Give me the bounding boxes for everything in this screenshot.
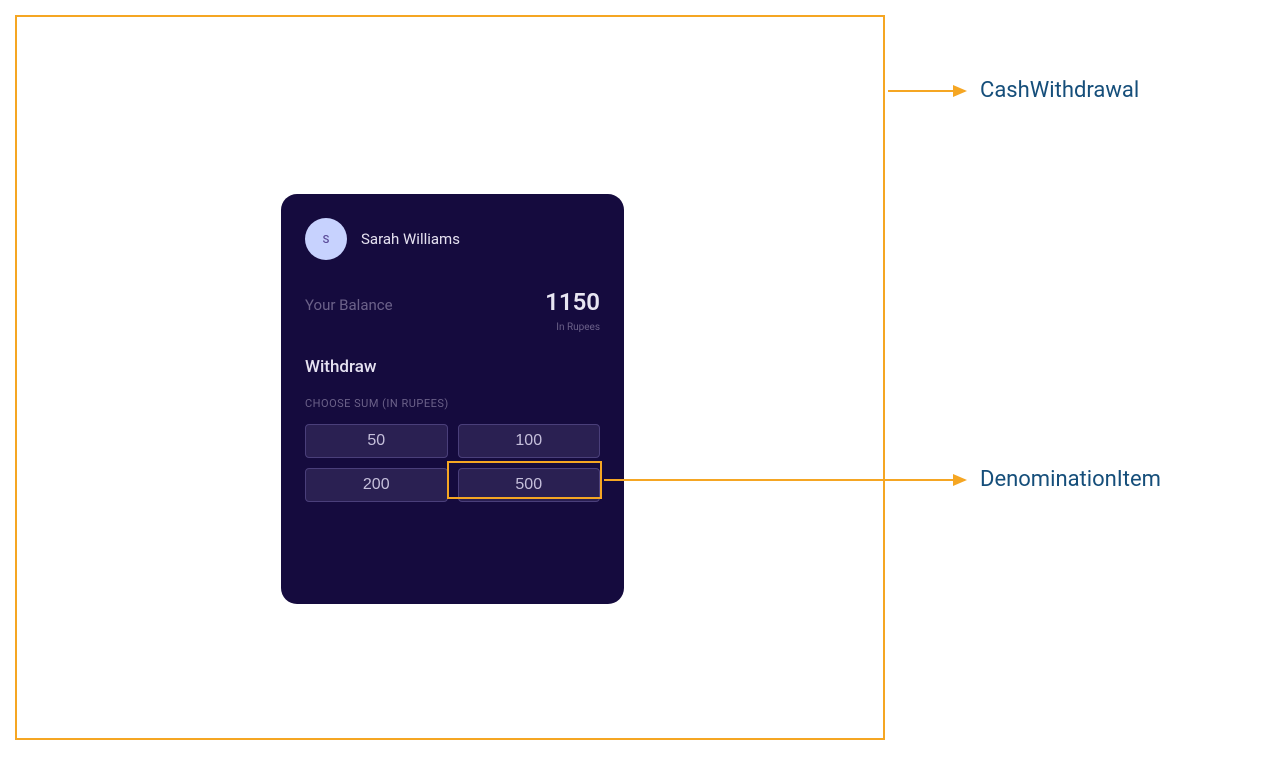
choose-sum-label: CHOOSE SUM (IN RUPEES)	[305, 397, 600, 410]
cash-withdrawal-card: S Sarah Williams Your Balance 1150 In Ru…	[281, 194, 624, 604]
denominations-grid: 50 100 200 500	[305, 424, 600, 502]
withdraw-heading: Withdraw	[305, 357, 600, 377]
user-row: S Sarah Williams	[305, 218, 600, 260]
balance-label: Your Balance	[305, 296, 393, 314]
annotation-cash-withdrawal: CashWithdrawal	[980, 78, 1139, 103]
denomination-item-500[interactable]: 500	[458, 468, 601, 502]
cash-withdrawal-frame: S Sarah Williams Your Balance 1150 In Ru…	[15, 15, 885, 740]
denomination-item-100[interactable]: 100	[458, 424, 601, 458]
avatar: S	[305, 218, 347, 260]
avatar-initial: S	[323, 233, 330, 246]
annotation-denomination-item: DenominationItem	[980, 467, 1161, 492]
balance-unit-row: In Rupees	[305, 322, 600, 333]
denomination-item-200[interactable]: 200	[305, 468, 448, 502]
balance-unit: In Rupees	[556, 322, 600, 333]
denomination-item-50[interactable]: 50	[305, 424, 448, 458]
balance-amount: 1150	[545, 288, 600, 316]
balance-row: Your Balance 1150	[305, 288, 600, 316]
user-name: Sarah Williams	[361, 230, 460, 248]
